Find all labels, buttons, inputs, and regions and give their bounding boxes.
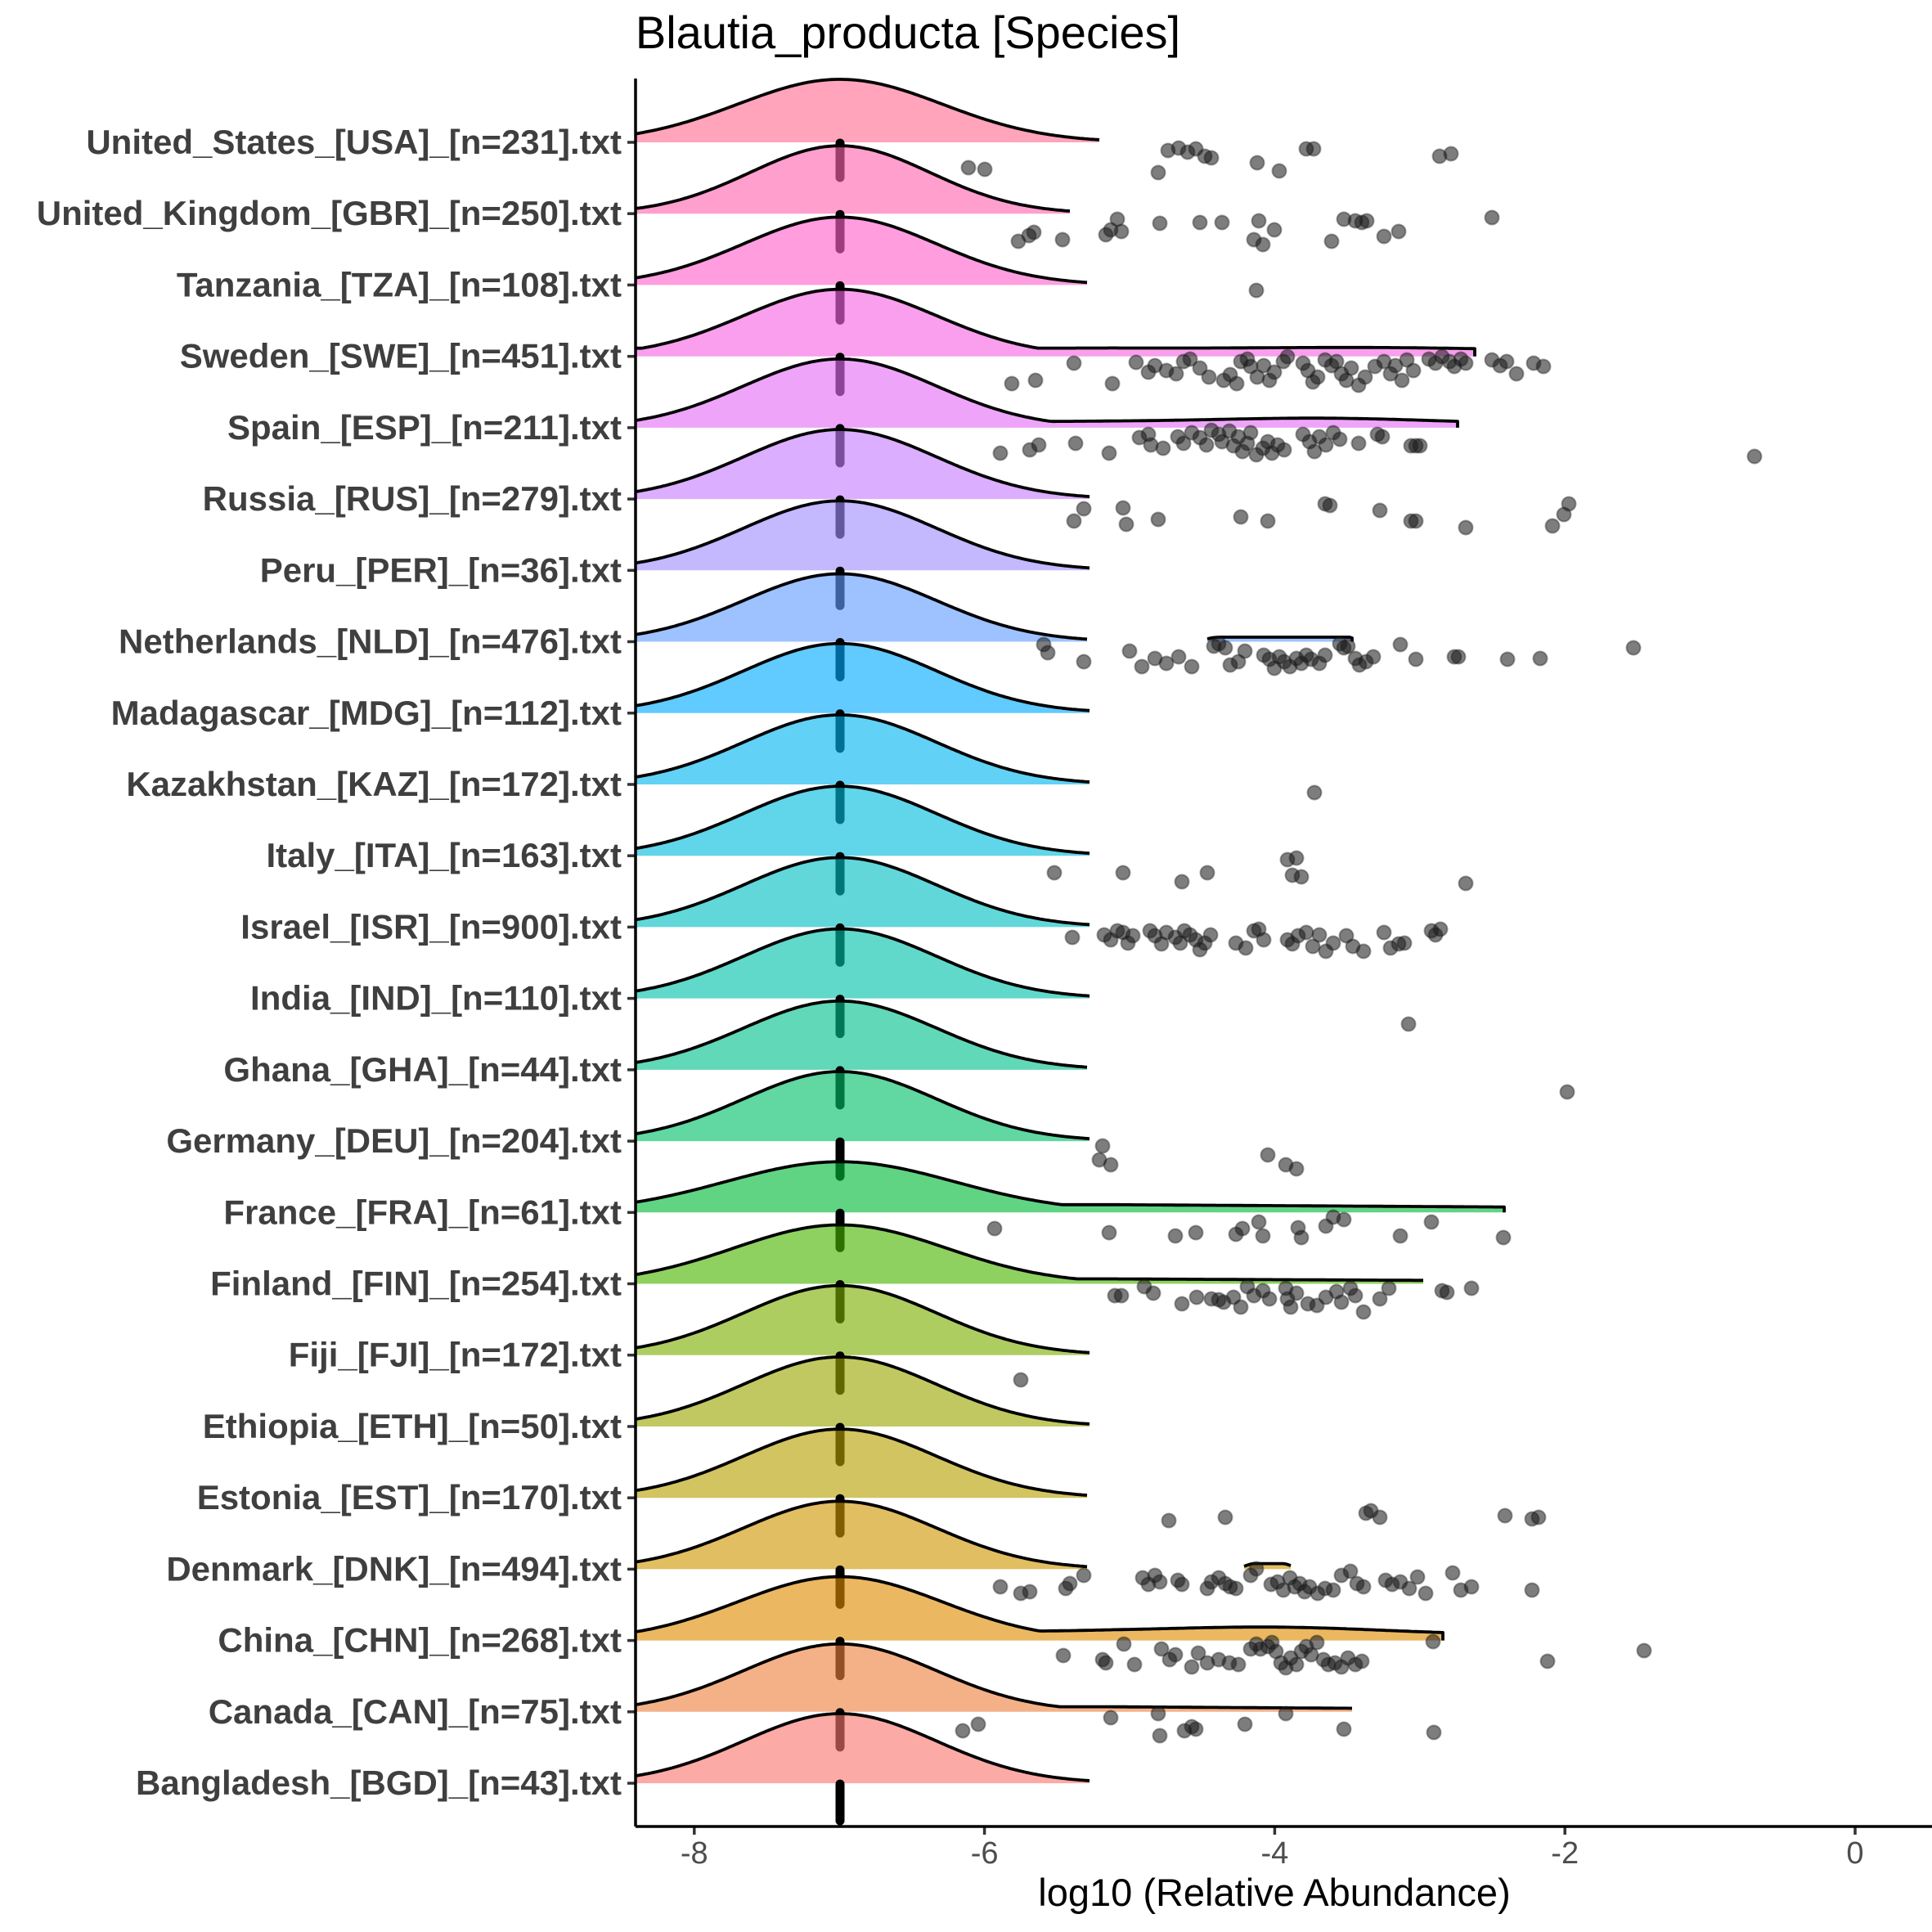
- svg-text:-6: -6: [971, 1836, 999, 1871]
- svg-text:United_Kingdom_[GBR]_[n=250].t: United_Kingdom_[GBR]_[n=250].txt: [37, 194, 622, 232]
- svg-text:Finland_[FIN]_[n=254].txt: Finland_[FIN]_[n=254].txt: [210, 1265, 622, 1303]
- svg-text:Russia_[RUS]_[n=279].txt: Russia_[RUS]_[n=279].txt: [203, 479, 622, 518]
- svg-text:Ethiopia_[ETH]_[n=50].txt: Ethiopia_[ETH]_[n=50].txt: [203, 1407, 622, 1445]
- svg-text:Bangladesh_[BGD]_[n=43].txt: Bangladesh_[BGD]_[n=43].txt: [136, 1764, 622, 1802]
- svg-text:-8: -8: [681, 1836, 708, 1871]
- svg-text:log10 (Relative Abundance): log10 (Relative Abundance): [1038, 1871, 1510, 1914]
- svg-text:Peru_[PER]_[n=36].txt: Peru_[PER]_[n=36].txt: [260, 550, 622, 589]
- svg-text:Ghana_[GHA]_[n=44].txt: Ghana_[GHA]_[n=44].txt: [223, 1050, 622, 1089]
- svg-text:Denmark_[DNK]_[n=494].txt: Denmark_[DNK]_[n=494].txt: [166, 1549, 622, 1588]
- svg-text:France_[FRA]_[n=61].txt: France_[FRA]_[n=61].txt: [223, 1193, 622, 1231]
- svg-text:Tanzania_[TZA]_[n=108].txt: Tanzania_[TZA]_[n=108].txt: [177, 265, 622, 303]
- svg-text:Fiji_[FJI]_[n=172].txt: Fiji_[FJI]_[n=172].txt: [289, 1336, 622, 1374]
- svg-text:Estonia_[EST]_[n=170].txt: Estonia_[EST]_[n=170].txt: [197, 1478, 622, 1516]
- svg-text:Blautia_producta [Species]: Blautia_producta [Species]: [636, 7, 1180, 58]
- svg-text:Germany_[DEU]_[n=204].txt: Germany_[DEU]_[n=204].txt: [166, 1121, 622, 1160]
- svg-text:United_States_[USA]_[n=231].tx: United_States_[USA]_[n=231].txt: [86, 123, 622, 161]
- svg-text:Italy_[ITA]_[n=163].txt: Italy_[ITA]_[n=163].txt: [267, 836, 622, 874]
- svg-text:Spain_[ESP]_[n=211].txt: Spain_[ESP]_[n=211].txt: [227, 408, 622, 447]
- svg-text:Canada_[CAN]_[n=75].txt: Canada_[CAN]_[n=75].txt: [209, 1692, 622, 1731]
- svg-text:Kazakhstan_[KAZ]_[n=172].txt: Kazakhstan_[KAZ]_[n=172].txt: [126, 765, 622, 803]
- svg-text:Madagascar_[MDG]_[n=112].txt: Madagascar_[MDG]_[n=112].txt: [111, 694, 622, 732]
- svg-text:-2: -2: [1551, 1836, 1579, 1871]
- svg-text:-4: -4: [1261, 1836, 1289, 1871]
- svg-text:0: 0: [1846, 1836, 1863, 1871]
- svg-text:Sweden_[SWE]_[n=451].txt: Sweden_[SWE]_[n=451].txt: [180, 337, 622, 375]
- svg-text:India_[IND]_[n=110].txt: India_[IND]_[n=110].txt: [250, 979, 622, 1018]
- svg-text:Netherlands_[NLD]_[n=476].txt: Netherlands_[NLD]_[n=476].txt: [119, 622, 622, 661]
- svg-text:Israel_[ISR]_[n=900].txt: Israel_[ISR]_[n=900].txt: [240, 907, 622, 946]
- svg-text:China_[CHN]_[n=268].txt: China_[CHN]_[n=268].txt: [218, 1621, 622, 1660]
